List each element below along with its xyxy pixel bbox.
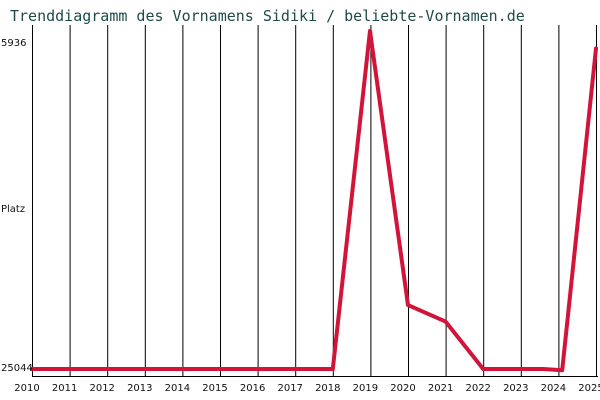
x-tick-label: 2022 [465, 383, 490, 394]
series-line-0 [30, 28, 598, 373]
y-tick-label: 5936 [1, 38, 26, 49]
x-tick-label: 2017 [277, 383, 302, 394]
x-tick-label: 2025 [578, 383, 600, 394]
series-layer [30, 28, 598, 373]
x-tick-labels: 2010 2011 2012 2013 2014 2015 2016 2017 2018 2019… [14, 383, 600, 394]
x-tick-label: 2012 [89, 383, 114, 394]
x-tick-label: 2024 [541, 383, 566, 394]
y-tick-label: 25044 [1, 363, 33, 374]
x-tick-label: 2019 [353, 383, 378, 394]
y-tick-labels: 5936 25044 [1, 38, 33, 374]
x-tick-label: 2016 [240, 383, 265, 394]
x-tick-label: 2010 [14, 383, 39, 394]
x-tick-label: 2018 [315, 383, 340, 394]
x-tick-label: 2023 [503, 383, 528, 394]
y-axis-label: Platz [1, 204, 25, 215]
chart-title: Trenddiagramm des Vornamens Sidiki / bel… [10, 7, 525, 25]
x-tick-label: 2014 [165, 383, 190, 394]
x-tick-label: 2020 [390, 383, 415, 394]
grid-lines [69, 25, 597, 376]
axes [32, 25, 598, 377]
x-tick-label: 2021 [428, 383, 453, 394]
x-tick-label: 2015 [202, 383, 227, 394]
x-tick-label: 2013 [127, 383, 152, 394]
x-tick-label: 2011 [52, 383, 77, 394]
